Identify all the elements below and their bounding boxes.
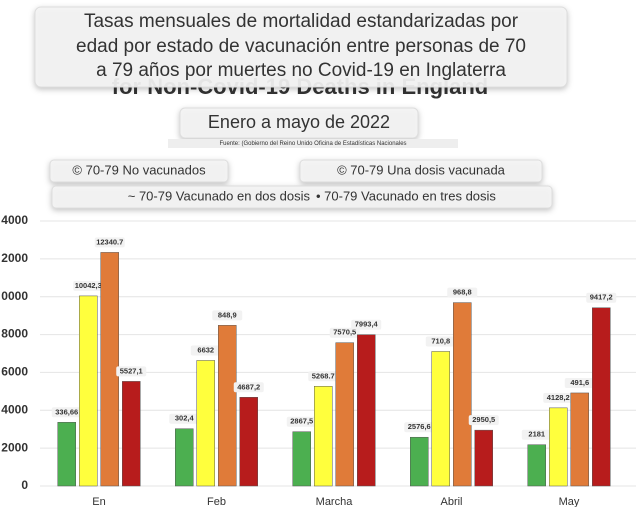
bar: [196, 360, 215, 487]
y-tick-label: 8000: [1, 327, 28, 341]
bar: [570, 392, 589, 487]
y-tick-label: 2000: [1, 440, 28, 454]
legend-label[interactable]: © 70-79 No vacunados: [72, 162, 206, 177]
value-label-bg: [543, 392, 574, 403]
value-label-bg: [329, 327, 360, 338]
y-tick-label: 4000: [1, 213, 28, 227]
bar: [292, 431, 311, 487]
value-label: 7570,5: [333, 328, 356, 337]
value-label: 10042,3: [75, 281, 102, 290]
value-label: 9417,2: [590, 293, 613, 302]
value-label: 2576,6: [408, 422, 431, 431]
x-tick-label: Marcha: [316, 496, 354, 507]
value-label: 336,66: [55, 407, 78, 416]
bar: [100, 252, 119, 487]
value-label: 710,8: [431, 336, 450, 345]
plot-area: 0 2000 4000 6000 8000 0000 2000 4000 En Feb Marcha…: [1, 213, 636, 507]
legend-box: [299, 159, 543, 183]
legend-box: [51, 185, 553, 209]
source-box: [168, 139, 458, 148]
value-label-bg: [586, 292, 617, 303]
value-label-bg: [286, 416, 317, 427]
chart-subtitle: Enero a mayo de 2022: [208, 112, 390, 132]
y-tick-label: 2000: [1, 251, 28, 265]
value-label-bg: [116, 366, 147, 377]
value-label-bg: [447, 287, 478, 298]
value-label: 5268.7: [312, 371, 335, 380]
value-label-bg: [233, 382, 264, 393]
x-tick-label: May: [559, 496, 580, 507]
bar: [57, 422, 76, 487]
x-tick-label: Feb: [207, 496, 226, 507]
bar: [357, 334, 376, 487]
x-tick-label: Abril: [440, 496, 462, 507]
bar: [79, 295, 98, 487]
x-tick-label: En: [92, 496, 105, 507]
value-label: 7993,4: [355, 320, 379, 329]
bar: [549, 407, 568, 487]
value-label: 12340.7: [96, 237, 123, 246]
legend-label[interactable]: ~ 70-79 Vacunado en dos dosis: [128, 188, 311, 203]
bar: [527, 444, 546, 487]
bar: [335, 342, 354, 487]
y-tick-label: 0: [21, 478, 28, 492]
value-label-bg: [425, 336, 456, 347]
subtitle-box: [179, 107, 419, 139]
chart-title: edad por estado de vacunación entre pers…: [76, 36, 526, 57]
value-label-bg: [94, 237, 125, 248]
value-label-bg: [521, 429, 552, 440]
legend-box: [49, 159, 229, 183]
value-label-bg: [351, 319, 382, 330]
value-label-bg: [73, 280, 104, 291]
bar: [122, 381, 141, 487]
value-label: 5527,1: [120, 366, 143, 375]
value-label-bg: [212, 310, 243, 321]
title-box: [34, 6, 568, 88]
bar: [314, 386, 333, 487]
bar: [175, 428, 194, 487]
value-label-bg: [51, 407, 82, 418]
value-label: 2950,5: [472, 415, 495, 424]
bar: [431, 351, 450, 487]
value-label: 848,9: [218, 310, 237, 319]
value-label: 491,6: [570, 378, 589, 387]
value-label: 4687,2: [237, 382, 260, 391]
value-label: 302,4: [175, 414, 195, 423]
value-label-bg: [308, 371, 339, 382]
value-label: 2181: [528, 430, 545, 439]
legend-label[interactable]: • 70-79 Vacunado en tres dosis: [316, 188, 496, 203]
value-label: 4128,2: [547, 393, 570, 402]
value-label-bg: [468, 415, 499, 426]
bar: [239, 397, 258, 487]
bar: [592, 307, 611, 487]
bar: [474, 429, 493, 487]
value-label-bg: [190, 345, 221, 356]
y-tick-label: 4000: [1, 402, 28, 416]
value-label-bg: [564, 377, 595, 388]
legend-label[interactable]: © 70-79 Una dosis vacunada: [337, 162, 506, 177]
chart-title: a 79 años por muertes no Covid-19 en Ing…: [96, 60, 506, 81]
bar: [410, 436, 429, 487]
value-label: 2867,5: [290, 417, 313, 426]
value-label-bg: [169, 413, 200, 424]
source: Fuente: (Gobierno del Reino Unido Oficin…: [219, 141, 406, 147]
bar: [218, 325, 237, 487]
value-label-bg: [404, 422, 435, 433]
y-tick-label: 6000: [1, 365, 28, 379]
value-label: 968,8: [453, 288, 472, 297]
y-tick-label: 0000: [1, 289, 28, 303]
value-label: 6632: [197, 345, 214, 354]
chart-title: Tasas mensuales de mortalidad estandariz…: [84, 11, 519, 32]
bar: [453, 302, 472, 487]
